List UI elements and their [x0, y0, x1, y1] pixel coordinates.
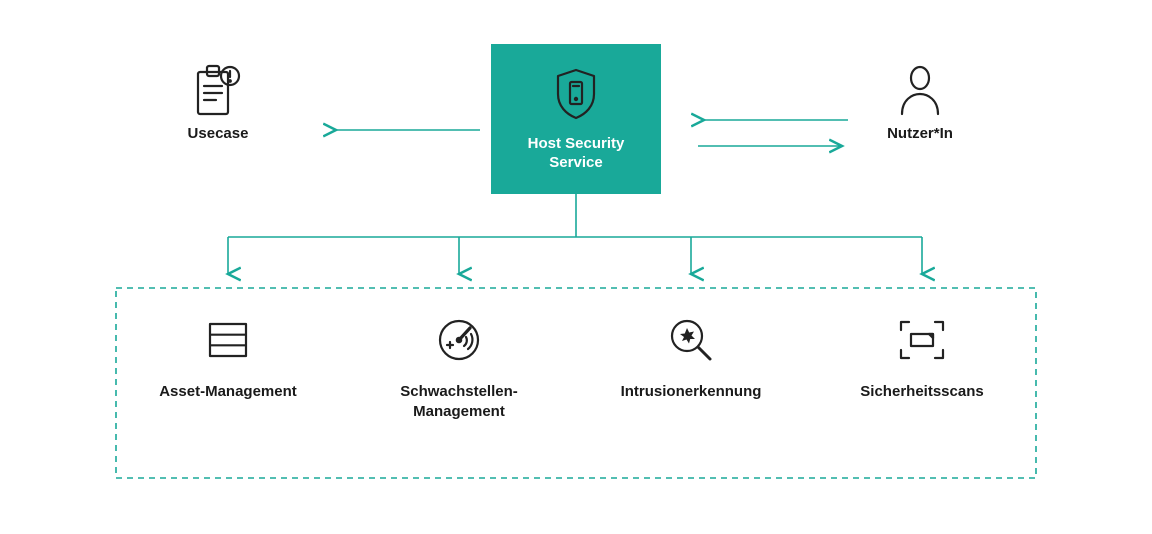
- user-label: Nutzer*In: [870, 124, 970, 144]
- database-rows-icon: [148, 312, 308, 368]
- intrusion-label: Intrusionerkennung: [611, 382, 771, 402]
- center-label-line2: Service: [549, 153, 602, 173]
- shield-server-icon: [550, 66, 602, 126]
- vuln-label-1: Schwachstellen-: [369, 382, 549, 402]
- usecase-node: Usecase: [168, 60, 268, 144]
- intrusion-detection-node: Intrusionerkennung: [611, 312, 771, 402]
- scans-label: Sicherheitsscans: [842, 382, 1002, 402]
- person-icon: [870, 60, 970, 124]
- vuln-label-2: Management: [369, 402, 549, 422]
- host-security-service-node: Host Security Service: [491, 44, 661, 194]
- diagram-stage: Usecase Host Security Service: [0, 0, 1152, 534]
- center-label-line1: Host Security: [528, 134, 625, 154]
- asset-management-node: Asset-Management: [148, 312, 308, 402]
- vulnerability-management-node: Schwachstellen- Management: [369, 312, 549, 421]
- scan-ticket-icon: [842, 312, 1002, 368]
- usecase-label: Usecase: [168, 124, 268, 144]
- asset-management-label: Asset-Management: [148, 382, 308, 402]
- security-scans-node: Sicherheitsscans: [842, 312, 1002, 402]
- clipboard-alert-icon: [168, 60, 268, 124]
- magnifier-bug-icon: [611, 312, 771, 368]
- user-node: Nutzer*In: [870, 60, 970, 144]
- gauge-icon: [369, 312, 549, 368]
